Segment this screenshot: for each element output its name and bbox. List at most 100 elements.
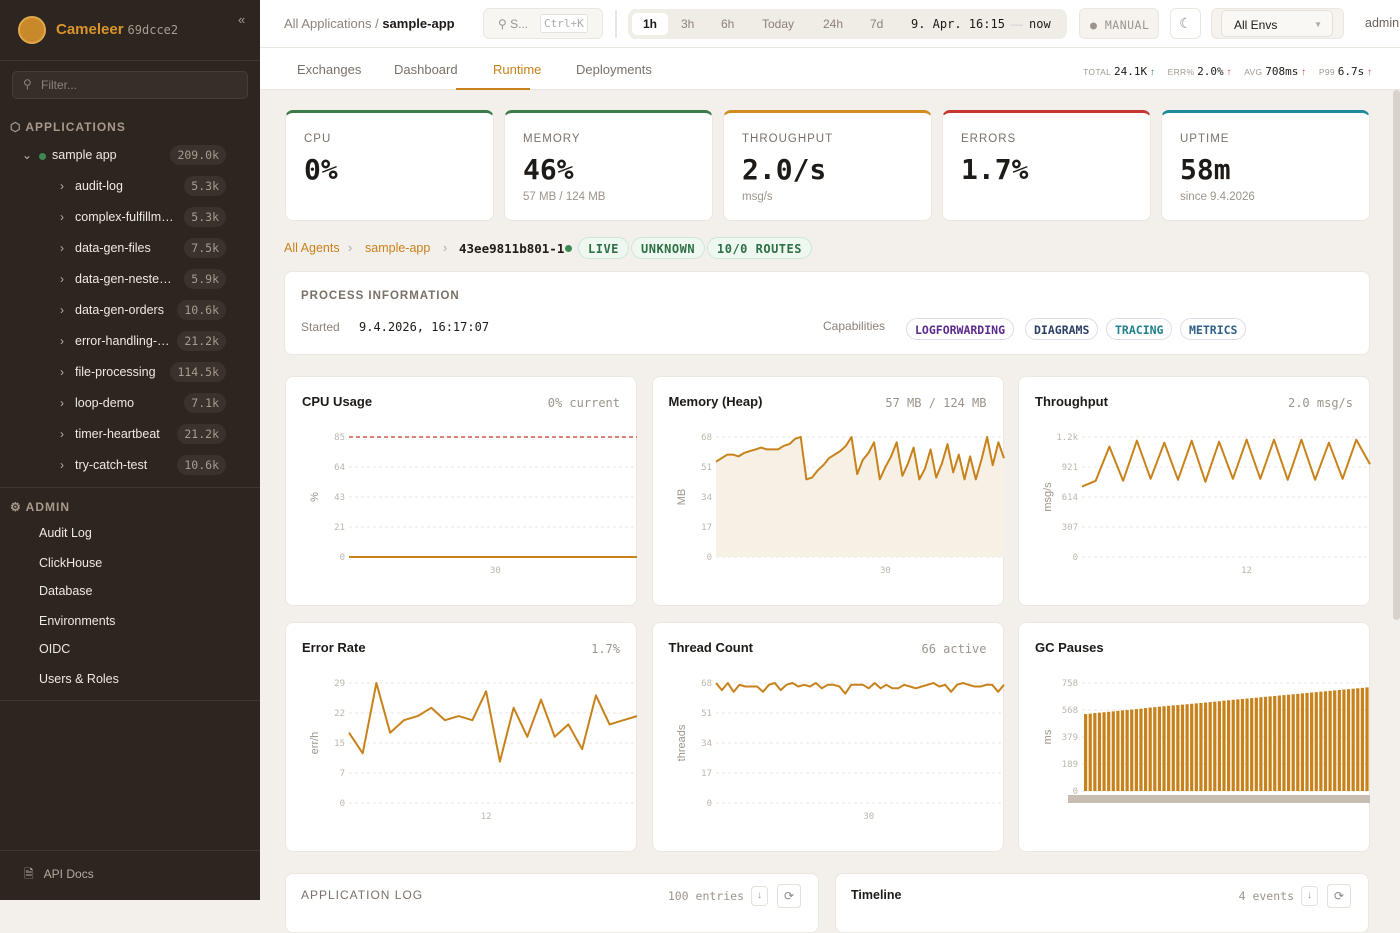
gc-bar[interactable] xyxy=(1139,708,1143,791)
api-docs-link[interactable]: 🗎 API Docs xyxy=(24,865,94,886)
gc-bar[interactable] xyxy=(1190,703,1194,791)
gc-bar[interactable] xyxy=(1351,688,1355,791)
refresh-icon[interactable]: ⟳ xyxy=(1327,884,1351,908)
gc-bar[interactable] xyxy=(1300,693,1305,791)
gc-bar[interactable] xyxy=(1120,710,1125,791)
gc-bar[interactable] xyxy=(1356,688,1360,791)
series-line[interactable] xyxy=(348,682,638,763)
gc-bar[interactable] xyxy=(1360,687,1365,791)
gc-bar[interactable] xyxy=(1143,708,1148,791)
admin-item[interactable]: Database xyxy=(39,584,93,598)
search-button[interactable]: ⚲ S... Ctrl+K xyxy=(483,8,603,39)
range-6h[interactable]: 6h xyxy=(721,17,735,31)
tab-deployments[interactable]: Deployments xyxy=(576,62,652,77)
gc-bar[interactable] xyxy=(1093,713,1097,791)
gc-bar[interactable] xyxy=(1084,714,1088,791)
gc-bar[interactable] xyxy=(1199,702,1203,791)
range-to[interactable]: now xyxy=(1029,17,1051,31)
gc-bar[interactable] xyxy=(1346,689,1351,791)
route-item[interactable]: › audit-log 5.3k xyxy=(0,173,260,201)
gc-bar[interactable] xyxy=(1328,690,1332,791)
gc-bar[interactable] xyxy=(1268,696,1272,791)
scroll-to-bottom-icon[interactable]: ↓ xyxy=(1301,886,1318,906)
gc-bar[interactable] xyxy=(1310,692,1314,791)
gc-bar[interactable] xyxy=(1088,713,1092,791)
series-line[interactable] xyxy=(1081,438,1371,488)
gc-bar[interactable] xyxy=(1130,709,1134,791)
tab-exchanges[interactable]: Exchanges xyxy=(297,62,362,77)
series-line[interactable] xyxy=(714,436,1005,481)
gc-bar[interactable] xyxy=(1259,697,1263,791)
brand[interactable]: Cameleer 69dcce2 xyxy=(56,21,178,38)
gc-bar[interactable] xyxy=(1263,696,1268,791)
gc-bar[interactable] xyxy=(1319,691,1323,791)
gc-bar[interactable] xyxy=(1116,710,1120,791)
gc-bar[interactable] xyxy=(1282,695,1286,791)
gc-bar[interactable] xyxy=(1365,687,1369,791)
gc-bar[interactable] xyxy=(1227,700,1231,791)
gc-bar[interactable] xyxy=(1236,699,1240,791)
gc-bar[interactable] xyxy=(1162,706,1166,791)
gc-bar[interactable] xyxy=(1148,707,1152,791)
gc-bar[interactable] xyxy=(1102,712,1106,791)
environment-select[interactable]: All Envs ▼ xyxy=(1211,8,1344,39)
route-item[interactable]: › data-gen-neste… 5.9k xyxy=(0,266,260,294)
range-7d[interactable]: 7d xyxy=(870,17,884,31)
route-item[interactable]: › try-catch-test 10.6k xyxy=(0,452,260,480)
range-1h[interactable]: 1h xyxy=(632,13,669,35)
gc-bar[interactable] xyxy=(1157,706,1162,791)
gc-bar[interactable] xyxy=(1203,702,1208,791)
route-item[interactable]: › error-handling-… 21.2k xyxy=(0,328,260,356)
gc-bar[interactable] xyxy=(1180,704,1185,791)
user-menu[interactable]: admin xyxy=(1365,16,1400,30)
gc-bar[interactable] xyxy=(1286,694,1291,791)
range-from[interactable]: 9. Apr. 16:15 xyxy=(911,17,1005,31)
tab-runtime[interactable]: Runtime xyxy=(493,62,542,77)
crumb-sample-app[interactable]: sample-app xyxy=(365,241,431,255)
gc-bar[interactable] xyxy=(1342,689,1346,791)
range-today[interactable]: Today xyxy=(762,17,795,31)
route-item[interactable]: › complex-fulfillm… 5.3k xyxy=(0,204,260,232)
gc-bar[interactable] xyxy=(1273,695,1277,791)
gc-bar[interactable] xyxy=(1097,712,1102,791)
series-line[interactable] xyxy=(714,682,1005,695)
gc-bar[interactable] xyxy=(1222,700,1226,791)
gc-bar[interactable] xyxy=(1296,693,1300,791)
admin-section[interactable]: ⚙ ADMIN xyxy=(10,500,70,514)
gc-bar[interactable] xyxy=(1323,691,1328,791)
route-item[interactable]: › data-gen-orders 10.6k xyxy=(0,297,260,325)
gc-bar[interactable] xyxy=(1167,705,1171,791)
gc-bar[interactable] xyxy=(1111,711,1115,791)
admin-item[interactable]: Users & Roles xyxy=(39,672,119,686)
gc-bar[interactable] xyxy=(1125,709,1129,791)
gc-bar[interactable] xyxy=(1208,702,1212,791)
gc-bar[interactable] xyxy=(1337,689,1341,791)
admin-item[interactable]: Audit Log xyxy=(39,526,92,540)
app-sample-app[interactable]: ⌄ sample app 209.0k xyxy=(0,142,260,170)
admin-item[interactable]: OIDC xyxy=(39,642,71,656)
scroll-to-bottom-icon[interactable]: ↓ xyxy=(751,886,768,906)
gc-bar[interactable] xyxy=(1231,699,1235,791)
range-24h[interactable]: 24h xyxy=(823,17,844,31)
gc-bar[interactable] xyxy=(1185,704,1189,791)
gc-bar[interactable] xyxy=(1314,692,1318,791)
admin-item[interactable]: ClickHouse xyxy=(39,556,103,570)
gc-bar[interactable] xyxy=(1277,695,1281,791)
gc-bar[interactable] xyxy=(1305,692,1309,791)
route-item[interactable]: › timer-heartbeat 21.2k xyxy=(0,421,260,449)
manual-refresh-toggle[interactable]: ● MANUAL xyxy=(1079,8,1159,39)
admin-item[interactable]: Environments xyxy=(39,614,116,628)
collapse-sidebar-icon[interactable]: « xyxy=(238,12,246,27)
route-item[interactable]: › data-gen-files 7.5k xyxy=(0,235,260,263)
route-item[interactable]: › file-processing 114.5k xyxy=(0,359,260,387)
applications-section[interactable]: ⬡ APPLICATIONS xyxy=(10,120,126,134)
gc-bar[interactable] xyxy=(1171,705,1175,791)
tab-dashboard[interactable]: Dashboard xyxy=(394,62,458,77)
gc-bar[interactable] xyxy=(1153,707,1157,791)
gc-bar[interactable] xyxy=(1250,698,1254,791)
scrollbar[interactable] xyxy=(1393,90,1400,620)
gc-bar[interactable] xyxy=(1217,701,1222,791)
theme-toggle-moon-icon[interactable]: ☾ xyxy=(1170,8,1201,39)
gc-bar[interactable] xyxy=(1254,697,1258,791)
crumb-all-applications[interactable]: All Applications xyxy=(284,16,372,31)
